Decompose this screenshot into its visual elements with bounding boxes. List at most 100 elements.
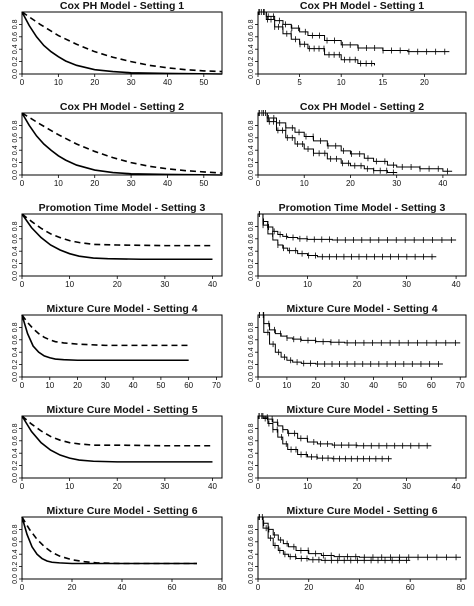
panel-title: Promotion Time Model - Setting 3 — [39, 202, 206, 214]
x-tick-label: 10 — [300, 179, 309, 188]
panel-10: Mixture Cure Model - Setting 5 0 10 20 30 40 0… — [248, 404, 467, 491]
y-tick-label: 0.2 — [248, 57, 255, 67]
x-tick-label: 20 — [304, 583, 313, 592]
y-tick-label: 0.6 — [12, 234, 19, 244]
x-tick-label: 40 — [369, 381, 378, 390]
y-tick-label: 0.8 — [248, 221, 255, 231]
x-tick-label: 20 — [353, 280, 362, 289]
x-tick-label: 50 — [156, 381, 165, 390]
panel-title: Mixture Cure Model - Setting 6 — [286, 505, 437, 517]
series-line-2 — [21, 314, 189, 347]
panel-title: Mixture Cure Model - Setting 4 — [46, 303, 197, 315]
y-tick-label: 0.8 — [248, 524, 255, 534]
panel-title: Mixture Cure Model - Setting 4 — [286, 303, 437, 315]
panel-title: Cox PH Model - Setting 1 — [300, 0, 424, 12]
x-tick-label: 10 — [45, 381, 54, 390]
y-tick-label: 0.0 — [248, 271, 255, 281]
y-tick-label: 0.8 — [12, 120, 19, 130]
x-tick-label: 60 — [427, 381, 436, 390]
y-tick-label: 0.6 — [248, 537, 255, 547]
y-tick-label: 0.4 — [12, 448, 19, 458]
x-tick-label: 10 — [282, 381, 291, 390]
series-line-1 — [21, 112, 223, 176]
plot-frame — [21, 516, 223, 580]
y-tick-label: 0.6 — [248, 32, 255, 42]
y-tick-label: 0.8 — [12, 322, 19, 332]
panel-3: Cox PH Model - Setting 2 0 10 20 30 40 50 0.0 0.… — [12, 101, 223, 188]
x-tick-label: 10 — [303, 482, 312, 491]
plot-frame — [21, 314, 223, 378]
panel-2: Cox PH Model - Setting 1 0 5 10 15 20 0.0 0.2 0.… — [248, 0, 467, 87]
x-tick-label: 50 — [199, 179, 208, 188]
x-tick-label: 0 — [256, 482, 261, 491]
y-tick-label: 0.0 — [248, 372, 255, 382]
x-tick-label: 0 — [20, 583, 25, 592]
y-tick-label: 0.2 — [248, 360, 255, 370]
panel-6: Promotion Time Model - Setting 3 0 10 20 30 4… — [248, 202, 467, 289]
y-tick-label: 0.2 — [12, 57, 19, 67]
x-tick-label: 60 — [184, 381, 193, 390]
x-tick-label: 40 — [355, 583, 364, 592]
plot-frame — [21, 11, 223, 75]
y-tick-label: 0.4 — [248, 44, 255, 54]
x-tick-label: 0 — [20, 179, 25, 188]
plot-frame — [257, 112, 467, 176]
y-tick-label: 0.0 — [12, 372, 19, 382]
x-tick-label: 40 — [452, 280, 461, 289]
x-tick-label: 20 — [346, 179, 355, 188]
series-line-1 — [21, 415, 213, 463]
series-line-1 — [21, 516, 197, 565]
x-tick-label: 40 — [118, 583, 127, 592]
panel-1: Cox PH Model - Setting 1 0 10 20 30 40 50 0.0 0.… — [12, 0, 223, 87]
x-tick-label: 15 — [378, 78, 387, 87]
series-line-1 — [258, 415, 432, 447]
y-tick-label: 0.6 — [248, 133, 255, 143]
x-tick-label: 80 — [218, 583, 227, 592]
y-tick-label: 0.0 — [248, 69, 255, 79]
panel-12: Mixture Cure Model - Setting 6 0 20 40 60 80 0… — [248, 505, 467, 592]
x-tick-label: 0 — [20, 381, 25, 390]
x-tick-label: 60 — [168, 583, 177, 592]
panel-title: Mixture Cure Model - Setting 5 — [286, 404, 437, 416]
plot-frame — [21, 112, 223, 176]
series-line-2 — [258, 11, 375, 66]
y-tick-label: 0.2 — [12, 259, 19, 269]
x-tick-label: 10 — [303, 280, 312, 289]
x-tick-label: 20 — [90, 179, 99, 188]
y-tick-label: 0.4 — [248, 549, 255, 559]
x-tick-label: 20 — [420, 78, 429, 87]
series-line-2 — [21, 213, 213, 247]
x-tick-label: 0 — [20, 482, 25, 491]
series-line-1 — [258, 516, 461, 558]
series-line-2 — [21, 112, 223, 174]
series-line-1 — [21, 314, 189, 362]
x-tick-label: 20 — [73, 381, 82, 390]
y-tick-label: 0.8 — [248, 423, 255, 433]
y-tick-label: 0.8 — [12, 524, 19, 534]
panel-title: Cox PH Model - Setting 2 — [300, 101, 424, 113]
panel-9: Mixture Cure Model - Setting 5 0 10 20 30 40 0… — [12, 404, 223, 491]
y-tick-label: 0.8 — [248, 322, 255, 332]
x-tick-label: 20 — [113, 280, 122, 289]
y-tick-label: 0.4 — [12, 44, 19, 54]
x-tick-label: 0 — [256, 179, 261, 188]
x-tick-label: 30 — [160, 482, 169, 491]
x-tick-label: 40 — [208, 482, 217, 491]
series-line-1 — [258, 112, 453, 172]
y-tick-label: 0.2 — [12, 562, 19, 572]
y-tick-label: 0.4 — [248, 448, 255, 458]
y-tick-label: 0.4 — [12, 347, 19, 357]
x-tick-label: 10 — [337, 78, 346, 87]
x-tick-label: 10 — [54, 179, 63, 188]
x-tick-label: 20 — [353, 482, 362, 491]
x-tick-label: 40 — [163, 179, 172, 188]
panel-7: Mixture Cure Model - Setting 4 0 10 20 30 40 5… — [12, 303, 223, 390]
x-tick-label: 0 — [20, 280, 25, 289]
panel-11: Mixture Cure Model - Setting 6 0 20 40 60 80 0… — [12, 505, 227, 592]
panel-title: Mixture Cure Model - Setting 6 — [46, 505, 197, 517]
panel-title: Cox PH Model - Setting 1 — [60, 0, 184, 12]
y-tick-label: 0.2 — [248, 461, 255, 471]
series-line-2 — [258, 516, 411, 561]
y-tick-label: 0.0 — [12, 170, 19, 180]
panel-title: Cox PH Model - Setting 2 — [60, 101, 184, 113]
